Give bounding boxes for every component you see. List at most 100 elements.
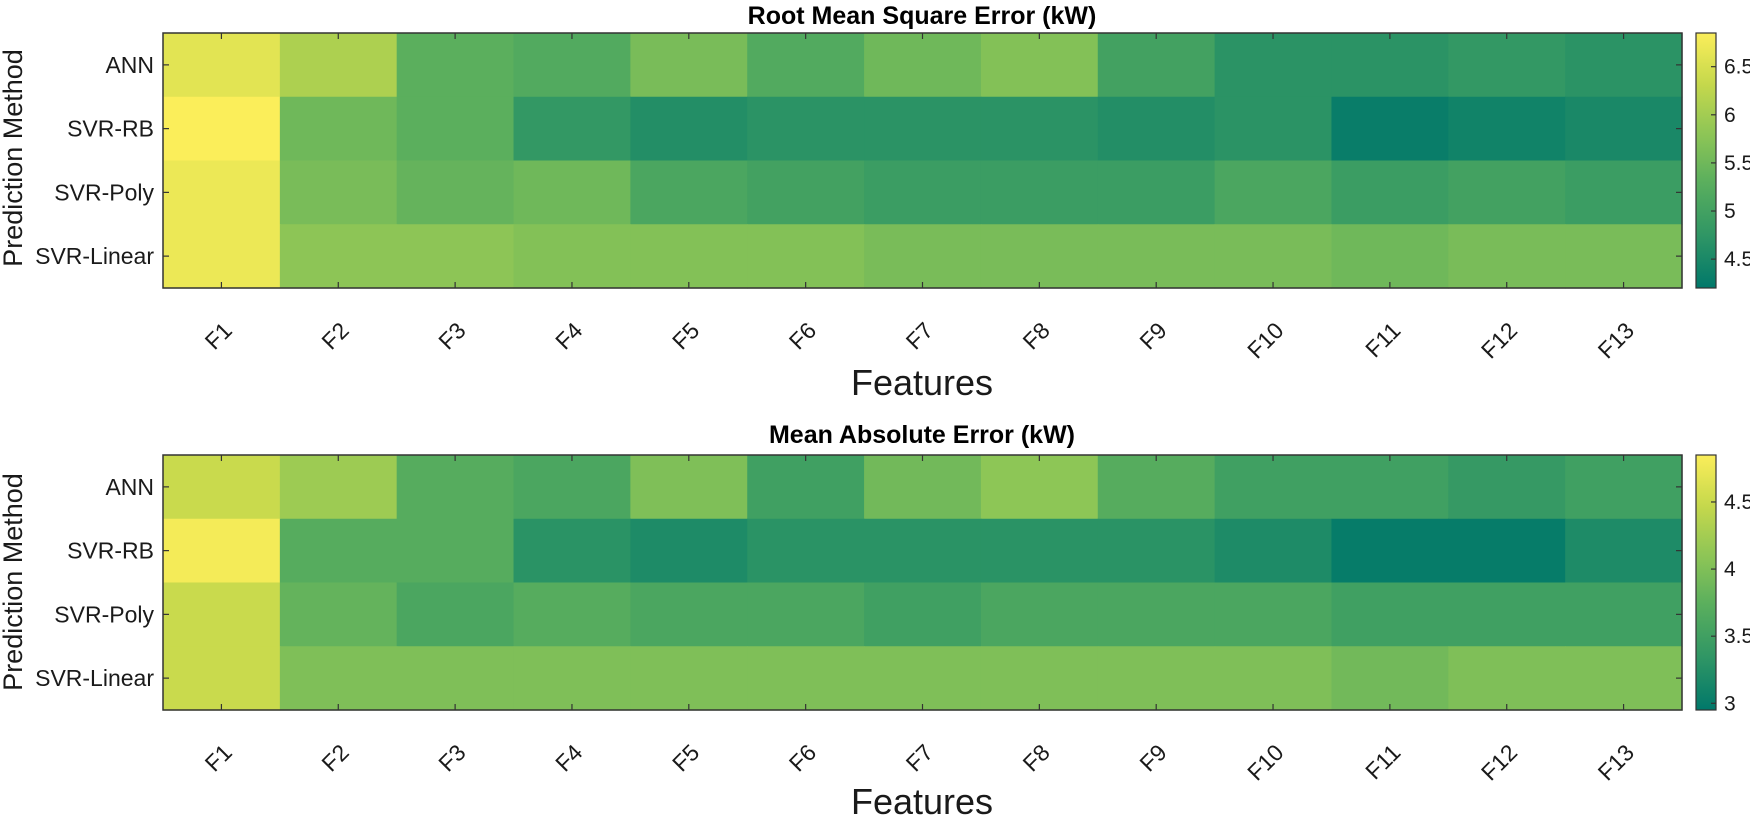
mae-cell-svr-linear-f1 — [163, 646, 281, 711]
mae-x-tick-label: F7 — [901, 739, 938, 776]
rmse-cell-ann-f9 — [1097, 33, 1216, 98]
mae-cell-svr-rb-f7 — [864, 518, 982, 584]
mae-cell-ann-f13 — [1565, 455, 1683, 520]
mae-cell-svr-poly-f5 — [630, 582, 748, 647]
mae-cell-svr-rb-f11 — [1331, 518, 1449, 584]
rmse-cell-ann-f10 — [1214, 33, 1333, 98]
rmse-cell-svr-poly-f3 — [396, 160, 515, 225]
rmse-cell-svr-rb-f3 — [396, 96, 515, 162]
mae-x-tick-label: F12 — [1476, 739, 1522, 785]
rmse-x-tick-label: F7 — [901, 317, 938, 354]
rmse-heatmap-panel: Root Mean Square Error (kW) Prediction M… — [0, 2, 1750, 403]
mae-cell-svr-poly-f2 — [279, 582, 398, 647]
mae-y-tick-label: SVR-RB — [67, 538, 154, 564]
mae-y-tick-label: SVR-Poly — [54, 601, 154, 627]
rmse-colorbar-tick-label: 5 — [1724, 200, 1736, 223]
rmse-cell-svr-linear-f7 — [864, 224, 982, 289]
mae-heatmap-panel: Mean Absolute Error (kW) Prediction Meth… — [0, 421, 1750, 819]
rmse-cell-svr-linear-f10 — [1214, 224, 1333, 289]
rmse-cell-ann-f13 — [1565, 33, 1683, 98]
rmse-cell-svr-linear-f12 — [1448, 224, 1566, 289]
rmse-cell-svr-rb-f8 — [980, 96, 1099, 162]
mae-cell-svr-rb-f13 — [1565, 518, 1683, 584]
rmse-cell-ann-f3 — [396, 33, 515, 98]
rmse-cell-svr-rb-f12 — [1448, 96, 1566, 162]
mae-cell-svr-linear-f4 — [513, 646, 631, 711]
rmse-y-tick-label: SVR-Linear — [35, 243, 154, 269]
rmse-x-tick-label: F10 — [1242, 317, 1288, 363]
rmse-x-tick-label: F12 — [1476, 317, 1522, 363]
rmse-x-tick-label: F5 — [667, 317, 704, 354]
mae-cell-svr-linear-f13 — [1565, 646, 1683, 711]
rmse-heatmap-cells — [163, 33, 1683, 289]
rmse-cell-svr-linear-f11 — [1331, 224, 1449, 289]
rmse-cell-svr-poly-f12 — [1448, 160, 1566, 225]
mae-x-tick-label: F9 — [1134, 739, 1171, 776]
mae-y-tick-label: SVR-Linear — [35, 665, 154, 691]
rmse-cell-svr-linear-f4 — [513, 224, 631, 289]
mae-cell-svr-poly-f4 — [513, 582, 631, 647]
mae-cell-svr-rb-f2 — [279, 518, 398, 584]
mae-cell-ann-f5 — [630, 455, 748, 520]
mae-x-tick-label: F11 — [1360, 739, 1405, 784]
mae-cell-svr-linear-f12 — [1448, 646, 1566, 711]
rmse-cell-ann-f4 — [513, 33, 631, 98]
mae-colorbar-gradient — [1695, 454, 1717, 711]
mae-colorbar-tick-label: 3 — [1724, 692, 1736, 715]
rmse-cell-svr-poly-f7 — [864, 160, 982, 225]
rmse-x-tick-label: F8 — [1018, 317, 1055, 354]
rmse-cell-svr-rb-f6 — [747, 96, 865, 162]
mae-x-tick-label: F5 — [667, 739, 704, 776]
mae-cell-svr-rb-f8 — [980, 518, 1099, 584]
rmse-chart-title: Root Mean Square Error (kW) — [748, 2, 1097, 30]
mae-x-tick-label: F10 — [1242, 739, 1288, 785]
rmse-x-tick-label: F9 — [1134, 317, 1171, 354]
mae-x-tick-label: F6 — [784, 739, 821, 776]
mae-cell-svr-poly-f1 — [163, 582, 281, 647]
mae-heatmap-cells — [163, 455, 1683, 711]
mae-cell-ann-f6 — [747, 455, 865, 520]
mae-cell-svr-rb-f5 — [630, 518, 748, 584]
mae-cell-svr-linear-f7 — [864, 646, 982, 711]
rmse-cell-svr-rb-f13 — [1565, 96, 1683, 162]
rmse-cell-ann-f12 — [1448, 33, 1566, 98]
rmse-x-tick-label: F6 — [784, 317, 821, 354]
mae-cell-svr-poly-f11 — [1331, 582, 1449, 647]
rmse-cell-svr-rb-f9 — [1097, 96, 1216, 162]
rmse-cell-svr-rb-f10 — [1214, 96, 1333, 162]
rmse-colorbar-tick-label: 5.5 — [1724, 152, 1750, 175]
rmse-cell-svr-poly-f13 — [1565, 160, 1683, 225]
mae-cell-svr-rb-f3 — [396, 518, 515, 584]
mae-cell-svr-poly-f9 — [1097, 582, 1216, 647]
rmse-x-tick-label: F11 — [1360, 317, 1405, 362]
rmse-cell-ann-f7 — [864, 33, 982, 98]
mae-cell-svr-rb-f9 — [1097, 518, 1216, 584]
mae-cell-ann-f4 — [513, 455, 631, 520]
mae-cell-svr-poly-f13 — [1565, 582, 1683, 647]
rmse-cell-svr-rb-f5 — [630, 96, 748, 162]
mae-chart-title: Mean Absolute Error (kW) — [769, 421, 1075, 449]
rmse-y-tick-label: SVR-RB — [67, 116, 154, 142]
rmse-cell-svr-linear-f8 — [980, 224, 1099, 289]
rmse-x-tick-label: F2 — [316, 317, 353, 354]
mae-cell-svr-poly-f12 — [1448, 582, 1566, 647]
rmse-cell-svr-poly-f8 — [980, 160, 1099, 225]
rmse-colorbar: 4.5 5 5.5 6 6.5 — [1695, 32, 1750, 289]
rmse-cell-svr-rb-f2 — [279, 96, 398, 162]
rmse-y-ticks: ANN SVR-RB SVR-Poly SVR-Linear — [35, 52, 1682, 269]
rmse-cell-svr-rb-f1 — [163, 96, 281, 162]
rmse-cell-svr-linear-f2 — [279, 224, 398, 289]
mae-cell-svr-linear-f11 — [1331, 646, 1449, 711]
mae-y-axis-label: Prediction Method — [0, 473, 28, 691]
mae-cell-ann-f9 — [1097, 455, 1216, 520]
rmse-cell-ann-f6 — [747, 33, 865, 98]
rmse-x-tick-label: F13 — [1593, 317, 1639, 363]
rmse-cell-svr-poly-f9 — [1097, 160, 1216, 225]
rmse-cell-ann-f11 — [1331, 33, 1449, 98]
rmse-cell-svr-poly-f10 — [1214, 160, 1333, 225]
rmse-cell-svr-rb-f4 — [513, 96, 631, 162]
rmse-colorbar-tick-label: 6 — [1724, 104, 1736, 127]
rmse-y-axis-label: Prediction Method — [0, 49, 28, 267]
mae-cell-svr-poly-f10 — [1214, 582, 1333, 647]
